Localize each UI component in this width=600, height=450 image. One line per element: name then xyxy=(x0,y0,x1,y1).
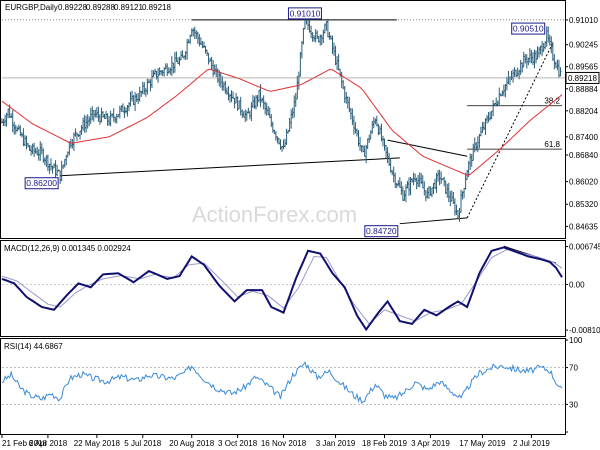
price-annotation: 0.86200 xyxy=(24,177,59,190)
rsi-y-tick: 70 xyxy=(569,364,578,373)
watermark: ActionForex.com xyxy=(192,202,357,227)
price-annotation: 0.84720 xyxy=(364,225,399,238)
rsi-y-axis: 100 70 30 xyxy=(565,336,583,433)
macd-title: MACD(12,26,9) 0.001345 0.002924 xyxy=(4,244,131,253)
macd-panel-frame xyxy=(0,240,566,337)
price-y-axis: 0.91010 0.90245 0.89565 0.88884 0.88204 0.874… xyxy=(2,16,600,231)
trendline xyxy=(399,217,468,225)
x-tick-label: 21 Feb 2018 xyxy=(2,439,47,448)
macd-y-axis: 0.006745 0.00 -0.008109 xyxy=(565,243,600,335)
price-y-tick: 0.91010 xyxy=(569,16,598,25)
ohlc-low: 0.89121 xyxy=(114,3,143,12)
x-tick-label: 16 Nov 2018 xyxy=(261,439,307,448)
fib-level-label: 61.8 xyxy=(544,140,560,149)
price-y-tick: 0.88884 xyxy=(569,85,598,94)
svg-text:0.90510: 0.90510 xyxy=(513,24,544,34)
price-y-tick: 0.89565 xyxy=(569,63,598,72)
fib-level-label: 38.2 xyxy=(544,97,560,106)
x-tick-label: 22 May 2018 xyxy=(74,439,121,448)
last-price-marker: 0.89218 xyxy=(565,71,600,84)
price-panel-frame xyxy=(0,0,566,239)
svg-text:0.86200: 0.86200 xyxy=(26,178,57,188)
trendline xyxy=(466,42,554,219)
price-y-tick: 0.88204 xyxy=(569,107,598,116)
price-y-tick: 0.90245 xyxy=(569,41,598,50)
price-bar xyxy=(559,67,562,77)
macd-y-tick: -0.008109 xyxy=(569,326,600,335)
trendline xyxy=(387,139,468,157)
rsi-levels xyxy=(2,367,565,405)
trendline xyxy=(60,157,400,177)
price-annotation: 0.90510 xyxy=(511,22,546,35)
price-y-tick: 0.87400 xyxy=(569,133,598,142)
ohlc-high: 0.89288 xyxy=(86,3,115,12)
price-y-tick: 0.84635 xyxy=(569,222,598,231)
x-tick-label: 6 Apr 2018 xyxy=(29,439,68,448)
price-fib-levels: 38.2 61.8 xyxy=(467,97,562,150)
ohlc-header: 0.89228 0.89288 0.89121 0.89218 xyxy=(58,3,171,12)
price-title: EURGBP,Daily xyxy=(5,3,58,12)
svg-text:0.84720: 0.84720 xyxy=(366,226,397,236)
macd-line xyxy=(1,246,563,332)
rsi-title: RSI(14) 44.6867 xyxy=(4,342,63,351)
rsi-line xyxy=(1,361,563,404)
x-tick-label: 5 Jul 2018 xyxy=(124,439,161,448)
price-y-tick: 0.86840 xyxy=(569,151,598,160)
sma-line xyxy=(1,68,563,176)
price-bars xyxy=(1,11,562,222)
x-tick-label: 2 Jul 2019 xyxy=(513,439,550,448)
svg-text:0.89218: 0.89218 xyxy=(568,74,597,83)
x-tick-label: 3 Apr 2019 xyxy=(411,439,450,448)
price-y-tick: 0.86020 xyxy=(569,178,598,187)
ohlc-open: 0.89228 xyxy=(58,3,87,12)
svg-text:0.91010: 0.91010 xyxy=(290,8,321,18)
x-tick-label: 3 Oct 2018 xyxy=(218,439,258,448)
x-tick-label: 20 Aug 2018 xyxy=(169,439,214,448)
rsi-y-tick: 100 xyxy=(569,336,583,345)
price-annotation: 0.91010 xyxy=(287,7,322,20)
price-y-tick: 0.85320 xyxy=(569,200,598,209)
x-tick-label: 3 Jan 2019 xyxy=(316,439,356,448)
price-annotations: 0.86200 0.91010 0.84720 0.90510 xyxy=(24,7,546,238)
rsi-y-tick: 30 xyxy=(569,400,578,409)
macd-y-tick: 0.00 xyxy=(569,281,585,290)
rsi-panel-frame xyxy=(0,338,566,435)
x-tick-label: 17 May 2019 xyxy=(459,439,506,448)
macd-y-tick: 0.006745 xyxy=(569,243,600,252)
ohlc-close: 0.89218 xyxy=(142,3,171,12)
x-tick-label: 18 Feb 2019 xyxy=(362,439,407,448)
